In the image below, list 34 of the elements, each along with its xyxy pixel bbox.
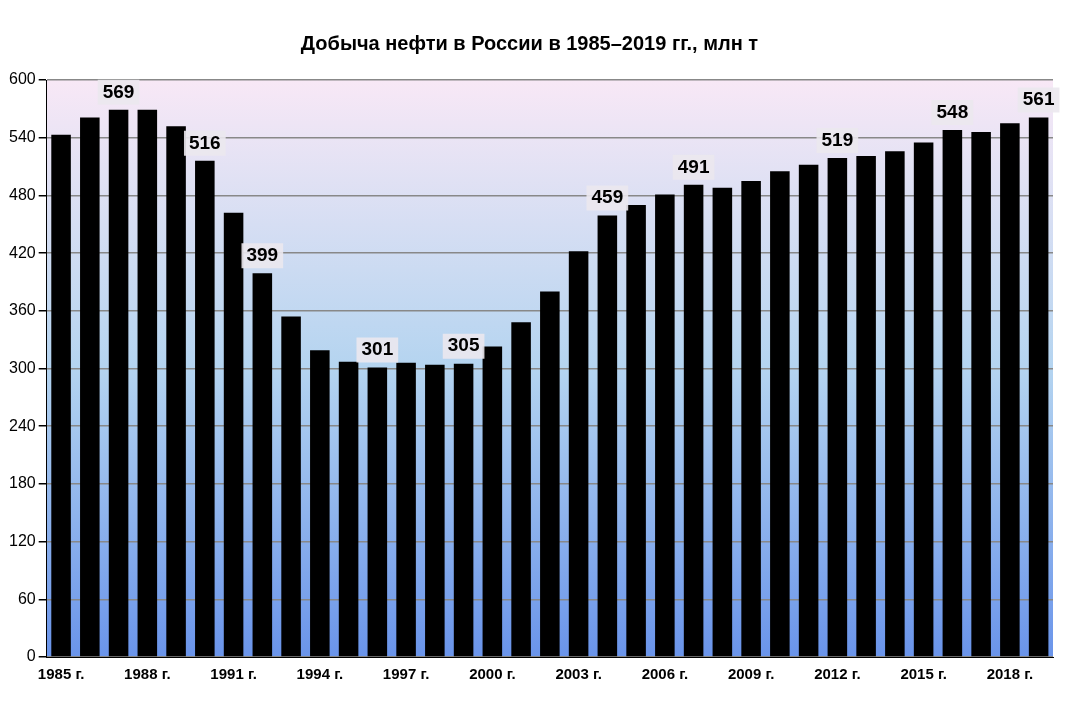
y-tick-label: 600 [8,70,36,88]
data-label: 561 [1022,88,1055,110]
y-tick-label: 480 [8,185,36,203]
y-tick-label: 180 [8,474,36,492]
y-tick-label: 360 [8,301,36,319]
y-tick-label: 240 [8,416,36,434]
data-label: 491 [677,155,710,177]
y-tick-label: 60 [17,589,36,607]
data-label: 305 [447,334,480,356]
data-label: 399 [246,244,279,266]
y-tick-label: 0 [26,647,36,665]
x-tick-label: 2003 г. [555,665,602,683]
x-tick-label: 2012 г. [814,665,861,683]
x-tick-label: 1994 г. [296,665,344,683]
chart-title: Добыча нефти в России в 1985–2019 гг., млн т [300,31,759,54]
data-label: 569 [102,80,135,102]
data-label: 548 [936,100,969,122]
data-label: 301 [361,338,394,360]
x-tick-label: 2018 г. [986,665,1034,683]
y-tick-label: 540 [8,128,36,146]
y-tick-label: 420 [8,243,36,261]
x-tick-label: 1997 г. [382,665,430,683]
x-tick-label: 2015 г. [900,665,947,683]
x-tick-label: 1985 г. [37,665,85,683]
x-tick-label: 1988 г. [124,665,171,683]
x-tick-label: 2000 г. [469,665,516,683]
x-tick-label: 1991 г. [210,665,257,683]
y-tick-label: 120 [8,532,36,550]
data-label: 459 [591,186,624,208]
x-tick-label: 2009 г. [727,665,775,683]
y-tick-label: 300 [8,358,36,376]
data-label: 516 [188,131,221,153]
data-label: 519 [821,128,854,150]
x-tick-label: 2006 г. [641,665,689,683]
